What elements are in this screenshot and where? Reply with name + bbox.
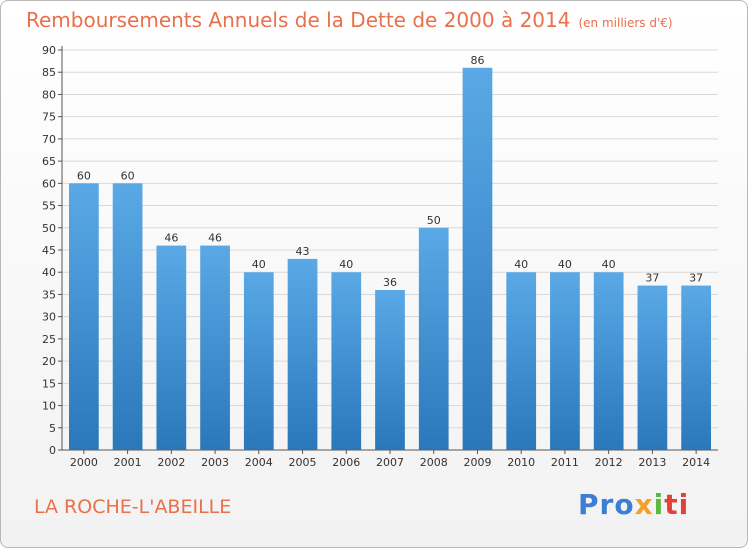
x-tick-label: 2004 (245, 456, 273, 469)
proxiti-logo: Proxiti (578, 488, 689, 521)
logo-part-3: i (653, 488, 665, 521)
y-tick-label: 90 (42, 44, 56, 57)
bar-2009 (462, 67, 493, 451)
bar-2010 (506, 272, 537, 450)
bar-2011 (550, 272, 580, 450)
x-tick-label: 2011 (551, 456, 579, 469)
x-tick-label: 2014 (682, 456, 710, 469)
data-label: 40 (252, 258, 266, 271)
bar-2013 (637, 285, 668, 450)
chart-unit: (en milliers d'€) (578, 16, 673, 30)
x-tick-label: 2002 (157, 456, 185, 469)
data-label: 40 (602, 258, 616, 271)
y-tick-label: 85 (42, 66, 56, 79)
data-label: 43 (296, 245, 310, 258)
bar-2003 (200, 245, 230, 450)
x-tick-label: 2005 (289, 456, 317, 469)
data-label: 60 (77, 169, 91, 182)
y-tick-label: 65 (42, 155, 56, 168)
y-tick-label: 0 (49, 444, 56, 457)
x-tick-label: 2006 (332, 456, 360, 469)
x-tick-label: 2008 (420, 456, 448, 469)
y-tick-label: 40 (42, 266, 56, 279)
data-label: 60 (121, 169, 135, 182)
y-tick-label: 60 (42, 177, 56, 190)
y-tick-label: 55 (42, 200, 56, 213)
y-tick-label: 45 (42, 244, 56, 257)
data-label: 40 (558, 258, 572, 271)
y-tick-label: 20 (42, 355, 56, 368)
bar-2004 (243, 272, 274, 450)
bar-2005 (287, 258, 318, 450)
y-tick-label: 5 (49, 422, 56, 435)
data-label: 40 (514, 258, 528, 271)
y-tick-label: 50 (42, 222, 56, 235)
chart-title: Remboursements Annuels de la Dette de 20… (26, 8, 673, 32)
bar-2008 (418, 227, 449, 450)
bar-layer (68, 67, 712, 451)
bar-2001 (112, 183, 143, 451)
logo-part-1: Pro (578, 488, 635, 521)
data-label: 36 (383, 276, 397, 289)
chart-title-text: Remboursements Annuels de la Dette de 20… (26, 8, 571, 32)
data-label: 46 (208, 232, 222, 245)
y-tick-label: 35 (42, 288, 56, 301)
y-tick-label: 15 (42, 377, 56, 390)
y-tick-label: 30 (42, 311, 56, 324)
logo-part-4: ti (664, 488, 690, 521)
x-tick-label: 2001 (114, 456, 142, 469)
logo-part-2: x (634, 488, 654, 521)
bar-2000 (68, 183, 99, 451)
bar-2014 (681, 285, 712, 450)
x-tick-label: 2000 (70, 456, 98, 469)
bar-2006 (331, 272, 362, 450)
data-label: 46 (164, 232, 178, 245)
y-tick-label: 25 (42, 333, 56, 346)
x-tick-label: 2013 (638, 456, 666, 469)
x-tick-label: 2003 (201, 456, 229, 469)
place-name: LA ROCHE-L'ABEILLE (34, 496, 232, 518)
data-label: 37 (645, 272, 659, 285)
y-tick-label: 10 (42, 400, 56, 413)
x-tick-label: 2010 (507, 456, 535, 469)
bar-2002 (156, 245, 187, 450)
y-tick-label: 80 (42, 88, 56, 101)
y-tick-label: 75 (42, 111, 56, 124)
label-layer: 2000 60 2001 60 2002 46 2003 46 2004 40 2005 43 2006… (70, 54, 710, 469)
data-label: 40 (339, 258, 353, 271)
x-tick-label: 2009 (463, 456, 491, 469)
data-label: 50 (427, 214, 441, 227)
bar-2012 (593, 272, 624, 450)
x-tick-label: 2007 (376, 456, 404, 469)
bar-2007 (375, 290, 405, 450)
x-tick-label: 2012 (595, 456, 623, 469)
data-label: 86 (470, 54, 484, 67)
y-tick-label: 70 (42, 133, 56, 146)
data-label: 37 (689, 272, 703, 285)
